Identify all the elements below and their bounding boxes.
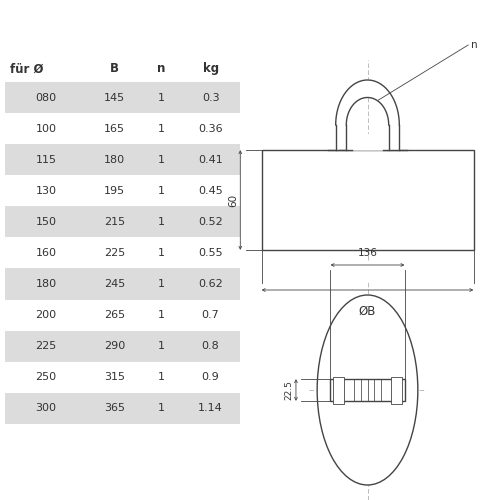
Text: 1: 1 xyxy=(158,154,165,164)
Text: 0.8: 0.8 xyxy=(202,341,220,351)
Text: für Ø: für Ø xyxy=(10,62,43,76)
Text: 080: 080 xyxy=(36,92,56,102)
Text: 250: 250 xyxy=(36,372,56,382)
Text: 245: 245 xyxy=(104,279,125,289)
Text: 265: 265 xyxy=(104,310,125,320)
Text: 195: 195 xyxy=(104,186,125,196)
Bar xyxy=(5,330,240,362)
Text: 215: 215 xyxy=(104,217,125,227)
Text: 200: 200 xyxy=(36,310,56,320)
Bar xyxy=(5,82,240,113)
Text: 1: 1 xyxy=(158,92,165,102)
Bar xyxy=(333,376,344,404)
Text: 0.9: 0.9 xyxy=(202,372,220,382)
Text: 225: 225 xyxy=(104,248,125,258)
Text: 1: 1 xyxy=(158,186,165,196)
Bar xyxy=(262,150,474,250)
Text: 315: 315 xyxy=(104,372,125,382)
Text: 0.62: 0.62 xyxy=(198,279,223,289)
Text: 1: 1 xyxy=(158,248,165,258)
Text: ØB: ØB xyxy=(359,305,376,318)
Text: 300: 300 xyxy=(36,404,56,413)
Text: 0.52: 0.52 xyxy=(198,217,223,227)
Circle shape xyxy=(317,295,418,485)
Text: 1: 1 xyxy=(158,372,165,382)
Bar xyxy=(5,144,240,175)
Bar xyxy=(330,379,404,401)
Polygon shape xyxy=(336,80,400,150)
Text: 1: 1 xyxy=(158,279,165,289)
Bar xyxy=(5,206,240,238)
Text: 1: 1 xyxy=(158,124,165,134)
Text: n: n xyxy=(471,40,478,50)
Text: 0.7: 0.7 xyxy=(202,310,220,320)
Text: n: n xyxy=(157,62,166,76)
Text: 160: 160 xyxy=(36,248,56,258)
Text: 165: 165 xyxy=(104,124,125,134)
Text: kg: kg xyxy=(202,62,218,76)
Text: 1.14: 1.14 xyxy=(198,404,223,413)
Text: 0.45: 0.45 xyxy=(198,186,223,196)
Text: 0.36: 0.36 xyxy=(198,124,223,134)
Text: 290: 290 xyxy=(104,341,125,351)
Text: 145: 145 xyxy=(104,92,125,102)
Text: 1: 1 xyxy=(158,217,165,227)
Text: B: B xyxy=(110,62,119,76)
Text: 0.3: 0.3 xyxy=(202,92,220,102)
Text: 0.41: 0.41 xyxy=(198,154,223,164)
Text: 130: 130 xyxy=(36,186,56,196)
Bar xyxy=(5,268,240,300)
Text: 180: 180 xyxy=(104,154,125,164)
Text: 180: 180 xyxy=(36,279,56,289)
Text: 1: 1 xyxy=(158,310,165,320)
Text: 1: 1 xyxy=(158,404,165,413)
Text: 225: 225 xyxy=(36,341,57,351)
Text: 22.5: 22.5 xyxy=(285,380,294,400)
Text: 115: 115 xyxy=(36,154,56,164)
Text: 150: 150 xyxy=(36,217,56,227)
Text: 0.55: 0.55 xyxy=(198,248,223,258)
Text: 136: 136 xyxy=(358,248,378,258)
Text: 1: 1 xyxy=(158,341,165,351)
Text: 100: 100 xyxy=(36,124,56,134)
Bar xyxy=(5,393,240,424)
Bar xyxy=(392,376,402,404)
Text: 60: 60 xyxy=(228,194,238,206)
Text: 365: 365 xyxy=(104,404,125,413)
